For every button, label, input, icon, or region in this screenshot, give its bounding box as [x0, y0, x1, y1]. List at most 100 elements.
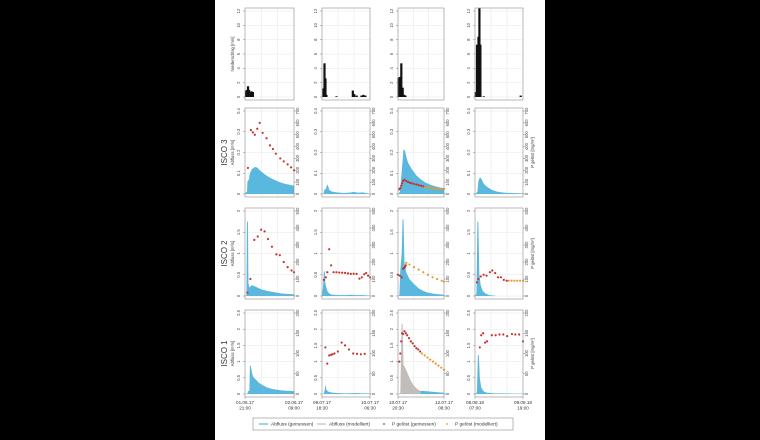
p-measured-point	[363, 273, 366, 276]
y-tick-label: 12	[313, 8, 318, 13]
y2-tick-label: 0	[445, 392, 450, 395]
p-modelled-point	[510, 279, 513, 282]
y-tick-label: 0.3	[389, 128, 394, 134]
y-tick-label: 0	[389, 192, 394, 195]
p-measured-point	[265, 137, 268, 140]
p-measured-point	[408, 181, 412, 184]
y-axis-label: Abfluss [m³/s]	[230, 341, 235, 366]
y2-tick-label: 600	[445, 119, 450, 127]
y-tick-label: 0.1	[389, 170, 394, 176]
p-modelled-point	[519, 279, 522, 282]
y-tick-label: 8	[236, 38, 241, 41]
legend: Abfluss (gemessen) Abfluss (modelliert) P …	[252, 417, 514, 431]
y-tick-label: 12	[389, 8, 394, 13]
p-measured-point	[340, 341, 343, 344]
p-measured-point	[336, 350, 339, 353]
discharge-modelled-area	[400, 322, 421, 394]
p-measured-point	[326, 271, 329, 274]
p-measured-point	[270, 245, 274, 248]
y2-tick-label: 500	[524, 131, 529, 139]
y-tick-label: 1	[236, 360, 241, 363]
y-tick-label: 2.5	[236, 309, 241, 315]
panel: 0 0.1 0.2 0.3 0.4 0 100 200 300 400 500 600 700	[389, 107, 450, 198]
y2-tick-label: 0	[371, 294, 376, 297]
panel: 0 0.5 1 1.5 2 0 100 200 300 400 500	[389, 207, 450, 300]
y2-tick-label: 500	[371, 207, 376, 215]
rain-bar	[474, 91, 477, 97]
y-tick-label: 4	[466, 67, 471, 70]
y2-tick-label: 200	[445, 258, 450, 266]
panel: 0 0.5 1 1.5 2 2.5 0 50 100 150 200	[389, 309, 450, 398]
p-measured-point	[400, 340, 403, 343]
p-measured-point	[401, 182, 404, 185]
p-measured-point	[251, 131, 254, 134]
y-tick-label: 0	[236, 294, 241, 297]
panel: 0 0.5 1 1.5 2 0 100 200 300 400 500	[236, 207, 300, 300]
p-measured-point	[413, 345, 416, 348]
y2-tick-label: 0	[524, 294, 529, 297]
discharge-measured-area	[245, 221, 294, 296]
y-tick-label: 1	[389, 252, 394, 255]
y2-tick-label: 300	[524, 241, 529, 249]
row-isco-2: 00.511.52010020030040050000.511.52010020…	[220, 207, 535, 300]
y2-tick-label: 200	[445, 166, 450, 174]
x-date-label: 01.06.17	[236, 400, 254, 405]
p-modelled-point	[426, 356, 429, 359]
p-measured-point	[365, 271, 368, 275]
p-measured-point	[349, 272, 352, 275]
p-measured-point	[343, 271, 347, 274]
y2-tick-label: 400	[445, 142, 450, 150]
y2-tick-label: 700	[445, 107, 450, 115]
x-date-label: 12.07.17	[435, 400, 453, 405]
p-measured-point	[256, 235, 259, 238]
p-measured-point	[363, 352, 366, 356]
rain-bar	[479, 44, 482, 97]
y2-axis-label: P gelöst [mg/m³]	[530, 238, 535, 268]
p-measured-point	[326, 362, 329, 365]
p-modelled-point	[516, 279, 519, 282]
y-tick-label: 6	[466, 52, 471, 55]
y2-tick-label: 0	[371, 192, 376, 195]
rain-bar	[351, 90, 354, 97]
y-tick-label: 0.4	[313, 107, 318, 113]
p-measured-point	[518, 333, 521, 336]
y-tick-label: 0.4	[236, 107, 241, 113]
p-modelled-point	[436, 187, 439, 190]
p-measured-point	[360, 276, 363, 279]
p-measured-point	[282, 160, 285, 163]
p-measured-point	[409, 340, 412, 343]
p-measured-point	[410, 182, 413, 185]
figure: 0 2 4 6 8 10 12 0 2 4 6 8 10 12 0 2 4 6 8 10 12 0 2 4 6 8 10 12 Nied…	[215, 0, 545, 440]
y-tick-label: 1	[389, 360, 394, 363]
y-tick-label: 2	[466, 327, 471, 330]
y2-tick-label: 0	[295, 392, 300, 395]
x-time-label: 21:00	[239, 406, 251, 411]
p-measured-point	[514, 333, 517, 336]
y2-tick-label: 0	[445, 294, 450, 297]
p-modelled-point	[429, 358, 432, 361]
p-measured-point	[256, 127, 259, 130]
p-measured-point	[480, 334, 483, 337]
y2-tick-label: 200	[295, 309, 300, 317]
p-measured-point	[253, 238, 256, 241]
y-tick-label: 8	[466, 38, 471, 41]
y-tick-label: 0	[389, 392, 394, 395]
y2-tick-label: 0	[524, 192, 529, 195]
p-modelled-point	[440, 187, 443, 191]
p-measured-point	[403, 330, 406, 333]
y2-tick-label: 400	[371, 224, 376, 232]
y-tick-label: 2	[313, 81, 318, 84]
discharge-measured-area	[398, 219, 444, 296]
y-tick-label: 2	[313, 327, 318, 330]
y-tick-label: 0.2	[313, 149, 318, 155]
y2-tick-label: 100	[371, 178, 376, 186]
y-tick-label: 2	[389, 81, 394, 84]
rain-bar	[355, 95, 358, 97]
p-measured-point	[274, 152, 277, 155]
p-measured-point	[485, 340, 489, 343]
p-measured-point	[413, 182, 416, 186]
discharge-measured-area	[322, 271, 370, 296]
discharge-measured-area	[245, 167, 294, 194]
p-measured-point	[398, 360, 401, 363]
y-tick-label: 0	[466, 294, 471, 297]
